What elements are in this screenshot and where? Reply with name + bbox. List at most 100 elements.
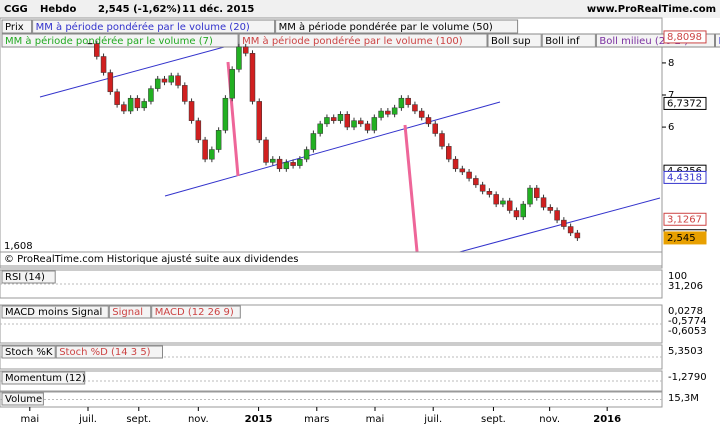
x-tick-label: 2015 xyxy=(245,414,273,425)
candle xyxy=(371,117,378,131)
candle xyxy=(310,133,317,150)
x-tick-label: nov. xyxy=(539,414,560,425)
panel-label-box xyxy=(1,305,109,319)
candle xyxy=(574,232,581,239)
candle xyxy=(188,101,195,121)
candle xyxy=(182,85,188,102)
candle xyxy=(222,97,229,131)
drop-line xyxy=(403,124,420,263)
panel-label: MACD (12 26 9) xyxy=(155,307,234,318)
x-tick-label: sept. xyxy=(481,414,506,425)
legend-box xyxy=(275,19,519,34)
trend-line xyxy=(164,101,501,197)
price-tag xyxy=(663,231,707,245)
candle xyxy=(242,46,249,54)
candle xyxy=(398,97,405,109)
legend-entry: Moyenne mobile xyxy=(719,36,720,47)
panel-label-box xyxy=(1,371,86,385)
price: 2,545 (-1,62%) xyxy=(98,4,181,15)
candle xyxy=(452,158,459,170)
price-panel xyxy=(0,17,663,269)
candle xyxy=(405,97,411,105)
candle xyxy=(493,194,499,205)
candle xyxy=(344,114,350,128)
candle xyxy=(520,203,526,218)
legend-box xyxy=(541,33,596,48)
candle xyxy=(141,101,147,109)
candle xyxy=(358,120,364,125)
header-bar xyxy=(0,0,720,18)
x-tick-label: juil. xyxy=(78,414,97,425)
candle xyxy=(351,120,357,128)
x-tick-label: juil. xyxy=(423,414,442,425)
candle xyxy=(412,104,418,112)
legend-entry: MM à période pondérée par le volume (7) xyxy=(5,35,213,47)
panel-label: Momentum (12) xyxy=(5,373,86,384)
panel-label: Signal xyxy=(112,307,143,318)
candle xyxy=(324,117,330,125)
panel-label-box xyxy=(1,392,44,406)
panel-tag: 31,206 xyxy=(668,281,703,292)
candle xyxy=(127,97,134,112)
indicator-panel xyxy=(0,370,663,392)
scale-min: 1,608 xyxy=(4,241,33,252)
candle xyxy=(263,139,269,163)
candle xyxy=(154,78,161,89)
y-tick-label: 6 xyxy=(668,122,674,133)
candle xyxy=(506,200,513,211)
period: Hebdo xyxy=(40,4,76,15)
panel-label: Stoch %K xyxy=(5,347,53,358)
legend-box xyxy=(32,19,276,34)
panel-label-box xyxy=(151,305,241,319)
candle xyxy=(202,139,208,160)
candle xyxy=(317,123,323,134)
candle xyxy=(121,104,127,112)
legend-box xyxy=(238,33,488,48)
candle xyxy=(330,117,337,121)
candle xyxy=(168,75,175,83)
legend-entry: MM à période pondérée par le volume (50) xyxy=(279,21,493,33)
legend-entry: Boll inf xyxy=(545,36,580,47)
panel-tag: 0,0278 xyxy=(668,306,703,317)
candle xyxy=(148,88,154,102)
y-tick-label: 8 xyxy=(668,58,674,69)
candle xyxy=(337,114,344,121)
candle xyxy=(378,110,384,118)
candle xyxy=(446,146,452,160)
panel-label-box xyxy=(1,270,56,284)
panel-tag: -0,5774 xyxy=(668,316,707,327)
x-tick-label: nov. xyxy=(188,414,209,425)
candle xyxy=(107,72,114,93)
panel-tag: -1,2790 xyxy=(668,372,707,383)
candle xyxy=(303,149,310,160)
candle xyxy=(391,107,398,115)
candle xyxy=(513,210,520,218)
price-tag xyxy=(663,212,707,226)
candle xyxy=(432,123,438,134)
date: 11 déc. 2015 xyxy=(182,3,254,15)
candle xyxy=(209,149,215,160)
candle xyxy=(527,187,533,205)
price-tag xyxy=(663,170,707,184)
candle xyxy=(479,184,486,192)
x-tick-label: 2016 xyxy=(593,414,621,425)
candle xyxy=(547,207,554,211)
candle xyxy=(256,101,262,141)
panel-label: MACD moins Signal xyxy=(5,307,102,318)
indicator-panel xyxy=(0,269,663,299)
candle xyxy=(473,178,479,186)
candle xyxy=(94,43,100,57)
candle xyxy=(195,120,202,141)
candle xyxy=(567,226,574,234)
candle xyxy=(249,53,256,102)
candle xyxy=(459,168,466,173)
price-tag xyxy=(663,30,707,44)
candle xyxy=(297,158,303,166)
candle xyxy=(561,219,567,227)
legend-box xyxy=(715,33,720,48)
candle xyxy=(385,110,391,115)
candle xyxy=(236,46,242,70)
candle xyxy=(466,171,472,179)
panel-tag: 15,3M xyxy=(668,393,699,404)
site: www.ProRealTime.com xyxy=(587,4,716,15)
